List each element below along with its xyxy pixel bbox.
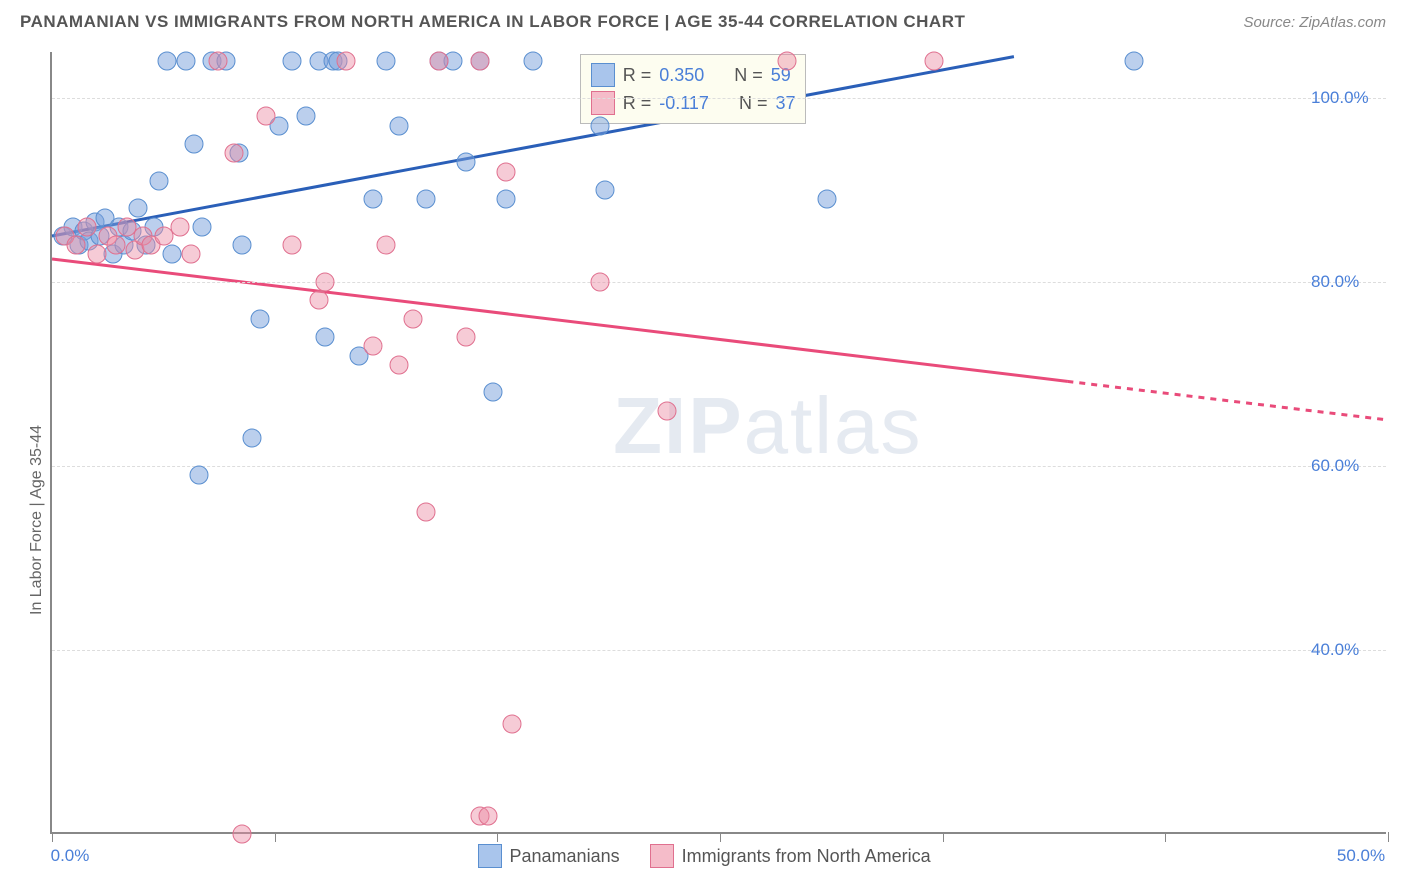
legend-r-label: R = bbox=[623, 93, 652, 114]
data-point bbox=[224, 144, 243, 163]
x-tick bbox=[1388, 832, 1389, 842]
data-point bbox=[128, 199, 147, 218]
legend-swatch bbox=[478, 844, 502, 868]
data-point bbox=[502, 714, 521, 733]
data-point bbox=[336, 52, 355, 71]
data-point bbox=[403, 309, 422, 328]
data-point bbox=[256, 107, 275, 126]
x-tick bbox=[943, 832, 944, 842]
bottom-legend-item: Panamanians bbox=[478, 844, 620, 868]
data-point bbox=[163, 245, 182, 264]
data-point bbox=[315, 273, 334, 292]
data-point bbox=[457, 153, 476, 172]
data-point bbox=[817, 190, 836, 209]
data-point bbox=[310, 291, 329, 310]
legend-row: R =0.350N =59 bbox=[591, 61, 796, 89]
data-point bbox=[590, 273, 609, 292]
data-point bbox=[251, 309, 270, 328]
data-point bbox=[377, 236, 396, 255]
bottom-legend-label: Immigrants from North America bbox=[682, 846, 931, 867]
x-tick-label: 50.0% bbox=[1337, 846, 1385, 866]
x-tick-label: 0.0% bbox=[51, 846, 90, 866]
x-tick bbox=[52, 832, 53, 842]
legend-n-value: 37 bbox=[775, 93, 795, 114]
legend-swatch bbox=[591, 63, 615, 87]
data-point bbox=[77, 217, 96, 236]
data-point bbox=[470, 52, 489, 71]
bottom-legend-item: Immigrants from North America bbox=[650, 844, 931, 868]
data-point bbox=[417, 503, 436, 522]
legend-r-label: R = bbox=[623, 65, 652, 86]
data-point bbox=[497, 162, 516, 181]
legend-swatch bbox=[591, 91, 615, 115]
legend-r-value: 0.350 bbox=[659, 65, 704, 86]
data-point bbox=[417, 190, 436, 209]
data-point bbox=[457, 328, 476, 347]
data-point bbox=[363, 337, 382, 356]
data-point bbox=[596, 181, 615, 200]
x-tick bbox=[275, 832, 276, 842]
data-point bbox=[390, 355, 409, 374]
data-point bbox=[171, 217, 190, 236]
legend-r-value: -0.117 bbox=[659, 93, 709, 114]
data-point bbox=[296, 107, 315, 126]
data-point bbox=[430, 52, 449, 71]
data-point bbox=[483, 383, 502, 402]
data-point bbox=[232, 236, 251, 255]
correlation-legend: R =0.350N =59R =-0.117N =37 bbox=[580, 54, 807, 124]
data-point bbox=[243, 429, 262, 448]
data-point bbox=[777, 52, 796, 71]
data-point bbox=[107, 236, 126, 255]
data-point bbox=[88, 245, 107, 264]
data-point bbox=[176, 52, 195, 71]
data-point bbox=[657, 401, 676, 420]
x-tick bbox=[1165, 832, 1166, 842]
legend-row: R = -0.117 N = 37 bbox=[591, 89, 796, 117]
legend-swatch bbox=[650, 844, 674, 868]
data-point bbox=[523, 52, 542, 71]
data-point bbox=[924, 52, 943, 71]
gridline bbox=[52, 466, 1386, 467]
y-tick-label: 100.0% bbox=[1311, 88, 1369, 108]
series-legend: Panamanians Immigrants from North America bbox=[478, 844, 931, 868]
data-point bbox=[478, 806, 497, 825]
data-point bbox=[315, 328, 334, 347]
data-point bbox=[497, 190, 516, 209]
data-point bbox=[157, 52, 176, 71]
y-tick-label: 80.0% bbox=[1311, 272, 1359, 292]
data-point bbox=[390, 116, 409, 135]
y-tick-label: 60.0% bbox=[1311, 456, 1359, 476]
source-label: Source: ZipAtlas.com bbox=[1243, 14, 1386, 31]
data-point bbox=[184, 135, 203, 154]
x-tick bbox=[720, 832, 721, 842]
data-point bbox=[363, 190, 382, 209]
gridline bbox=[52, 98, 1386, 99]
data-point bbox=[192, 217, 211, 236]
x-tick bbox=[497, 832, 498, 842]
gridline bbox=[52, 282, 1386, 283]
data-point bbox=[149, 171, 168, 190]
data-point bbox=[283, 236, 302, 255]
data-point bbox=[377, 52, 396, 71]
data-point bbox=[590, 116, 609, 135]
data-point bbox=[189, 466, 208, 485]
legend-n-label: N = bbox=[739, 93, 768, 114]
data-point bbox=[232, 825, 251, 844]
scatter-chart: ZIPatlas R =0.350N =59R =-0.117N =37 bbox=[50, 52, 1386, 834]
data-point bbox=[1125, 52, 1144, 71]
legend-n-label: N = bbox=[734, 65, 763, 86]
data-point bbox=[67, 236, 86, 255]
y-axis-label: In Labor Force | Age 35-44 bbox=[28, 425, 46, 615]
data-point bbox=[208, 52, 227, 71]
gridline bbox=[52, 650, 1386, 651]
y-tick-label: 40.0% bbox=[1311, 640, 1359, 660]
data-point bbox=[283, 52, 302, 71]
bottom-legend-label: Panamanians bbox=[510, 846, 620, 867]
data-point bbox=[181, 245, 200, 264]
chart-title: PANAMANIAN VS IMMIGRANTS FROM NORTH AMER… bbox=[20, 12, 965, 32]
